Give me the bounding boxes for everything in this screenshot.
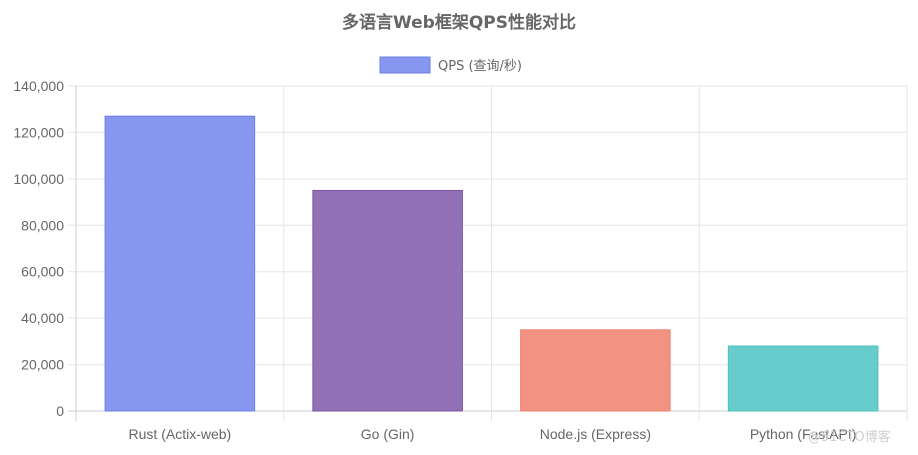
bar[interactable] bbox=[520, 329, 671, 412]
chart-title: 多语言Web框架QPS性能对比 bbox=[342, 13, 576, 33]
y-tick-label: 140,000 bbox=[13, 78, 64, 94]
y-tick-label: 80,000 bbox=[21, 217, 64, 233]
y-tick-label: 20,000 bbox=[21, 357, 64, 373]
bar[interactable] bbox=[104, 115, 256, 412]
x-tick-label: Go (Gin) bbox=[361, 426, 415, 442]
x-tick-label: Rust (Actix-web) bbox=[129, 426, 232, 442]
x-axis: Rust (Actix-web) Go (Gin) Node.js (Express… bbox=[129, 426, 857, 442]
y-axis: 0 20,000 40,000 60,000 80,000 100,000 120,000 1… bbox=[13, 78, 64, 419]
legend-label[interactable]: QPS (查询/秒) bbox=[438, 59, 522, 74]
legend-swatch[interactable] bbox=[379, 56, 431, 74]
y-tick-label: 100,000 bbox=[13, 171, 64, 187]
grid-lines bbox=[68, 85, 908, 421]
y-tick-label: 40,000 bbox=[21, 310, 64, 326]
legend[interactable]: QPS (查询/秒) bbox=[379, 56, 522, 74]
bars-group bbox=[104, 115, 879, 412]
y-tick-label: 0 bbox=[56, 403, 64, 419]
bar[interactable] bbox=[312, 189, 463, 412]
y-tick-label: 120,000 bbox=[13, 124, 64, 140]
x-tick-label: Python (FastAPI) bbox=[750, 426, 857, 442]
bar[interactable] bbox=[727, 345, 879, 412]
y-tick-label: 60,000 bbox=[21, 264, 64, 280]
watermark: @51CTO博客 bbox=[808, 429, 891, 445]
x-tick-label: Node.js (Express) bbox=[540, 426, 651, 442]
